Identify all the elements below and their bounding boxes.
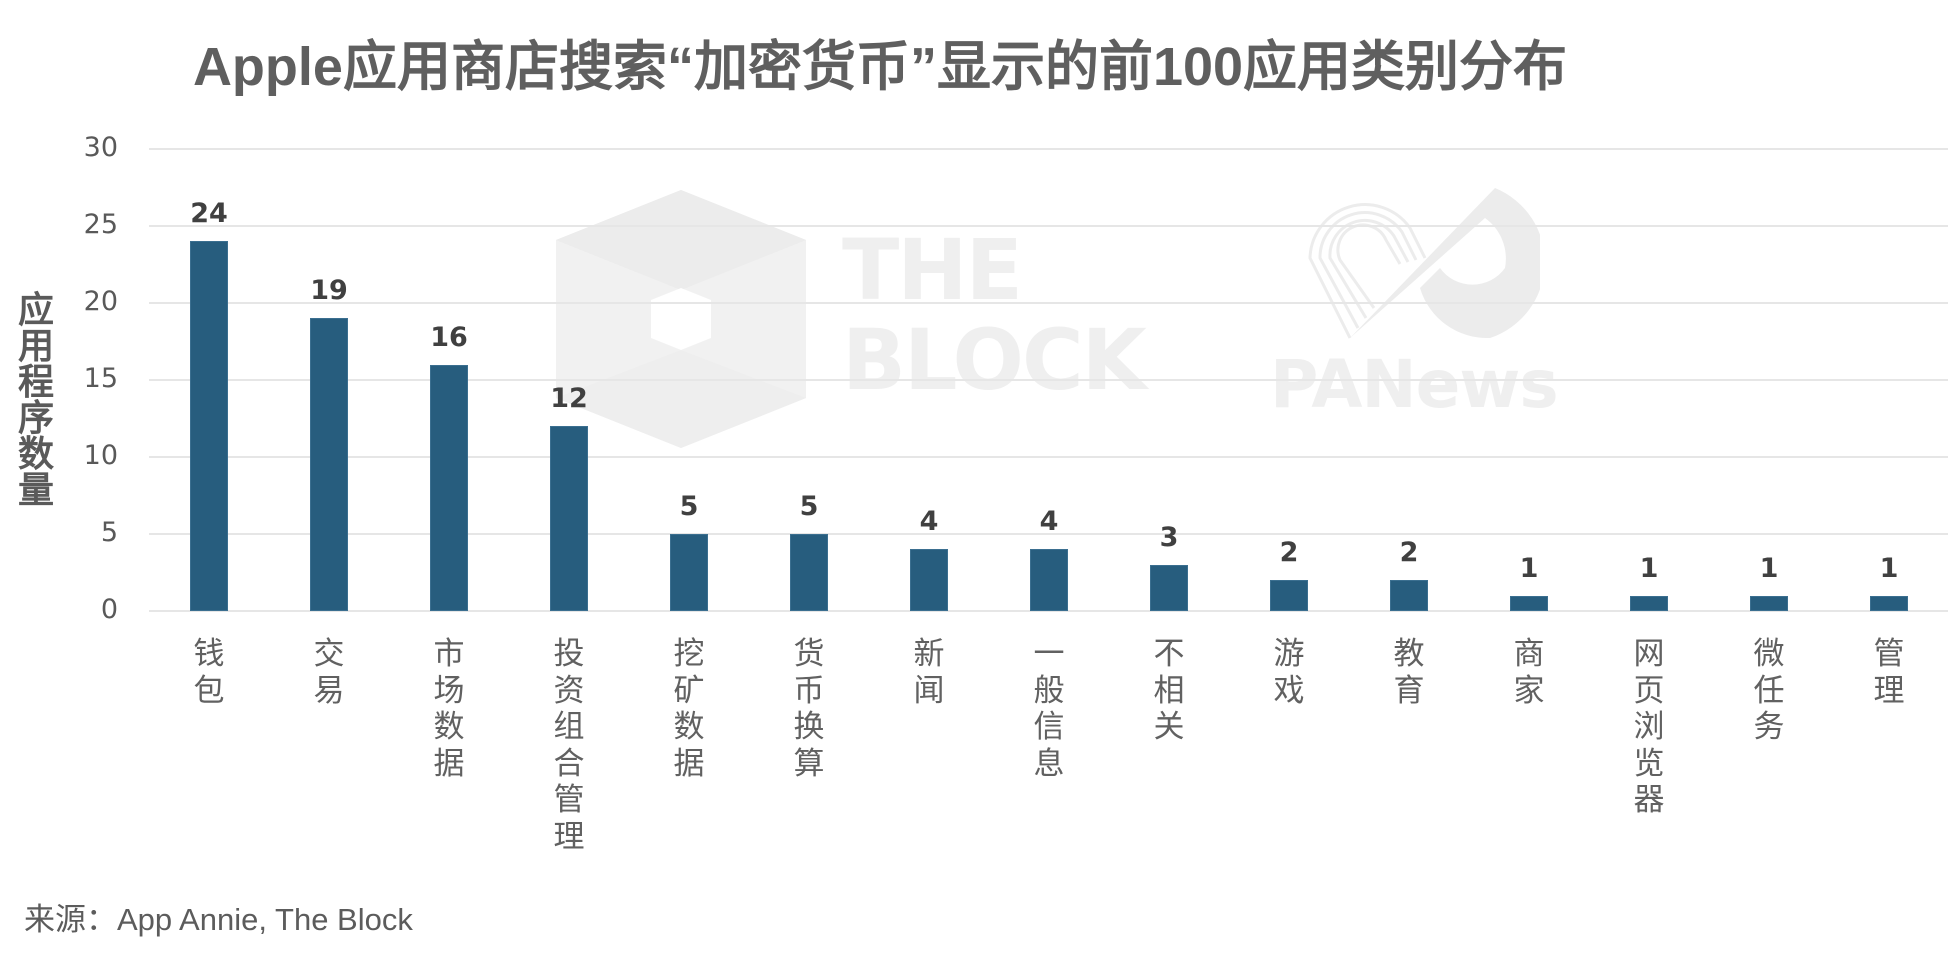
value-label: 12 bbox=[550, 383, 588, 414]
bar-micro-task bbox=[1750, 596, 1788, 611]
bar-web-browser bbox=[1630, 596, 1668, 611]
bar-mining-data bbox=[670, 534, 708, 611]
the-block-logo-icon bbox=[556, 190, 806, 448]
bar-currency-conversion bbox=[790, 534, 828, 611]
gridline-15 bbox=[149, 379, 1948, 381]
bar-general-info bbox=[1030, 549, 1068, 611]
y-axis-label: 应用程序数量 bbox=[17, 289, 54, 510]
bar-education bbox=[1390, 580, 1428, 611]
bar-unrelated bbox=[1150, 565, 1188, 611]
category-label: 挖矿数据 bbox=[673, 636, 705, 781]
category-label: 新闻 bbox=[913, 636, 945, 708]
category-label: 微任务 bbox=[1753, 636, 1785, 744]
panews-watermark: PANews bbox=[1270, 346, 1559, 423]
bar-games bbox=[1270, 580, 1308, 611]
value-label: 5 bbox=[799, 491, 819, 522]
bar-management bbox=[1870, 596, 1908, 611]
gridline-20 bbox=[149, 302, 1948, 304]
value-label: 3 bbox=[1159, 522, 1179, 553]
category-label: 钱包 bbox=[193, 636, 225, 708]
category-label: 一般信息 bbox=[1033, 636, 1065, 781]
value-label: 16 bbox=[430, 322, 468, 353]
the-block-watermark-line2: BLOCK bbox=[842, 311, 1147, 409]
y-tick-10: 10 bbox=[83, 440, 118, 471]
category-label: 商家 bbox=[1513, 636, 1545, 708]
y-tick-5: 5 bbox=[100, 517, 118, 548]
value-label: 2 bbox=[1279, 537, 1299, 568]
the-block-watermark-line1: THE bbox=[842, 221, 1023, 319]
gridline-5 bbox=[149, 533, 1948, 535]
bar-wallet bbox=[190, 241, 228, 611]
bar-portfolio-management bbox=[550, 426, 588, 611]
value-label: 24 bbox=[190, 198, 228, 229]
category-label: 管理 bbox=[1873, 636, 1905, 708]
value-label: 2 bbox=[1399, 537, 1419, 568]
value-label: 4 bbox=[1039, 506, 1059, 537]
value-label: 1 bbox=[1519, 553, 1539, 584]
bar-exchange bbox=[310, 318, 348, 611]
value-label: 5 bbox=[679, 491, 699, 522]
gridline-30 bbox=[149, 148, 1948, 150]
gridline-10 bbox=[149, 456, 1948, 458]
y-tick-30: 30 bbox=[83, 132, 118, 163]
value-label: 1 bbox=[1879, 553, 1899, 584]
value-label: 19 bbox=[310, 275, 348, 306]
gridline-25 bbox=[149, 225, 1948, 227]
category-label: 网页浏览器 bbox=[1633, 636, 1665, 817]
panews-logo-icon bbox=[1308, 188, 1540, 339]
y-tick-20: 20 bbox=[83, 286, 118, 317]
value-label: 1 bbox=[1759, 553, 1779, 584]
source-note: 来源：App Annie, The Block bbox=[24, 902, 413, 937]
category-label: 游戏 bbox=[1273, 636, 1305, 708]
y-tick-15: 15 bbox=[83, 363, 118, 394]
category-label: 教育 bbox=[1393, 636, 1425, 708]
category-label: 不相关 bbox=[1153, 636, 1185, 744]
category-label: 市场数据 bbox=[433, 636, 465, 781]
y-tick-25: 25 bbox=[83, 209, 118, 240]
bar-news bbox=[910, 549, 948, 611]
category-label: 交易 bbox=[313, 636, 345, 708]
category-label: 货币换算 bbox=[793, 636, 825, 781]
x-axis-baseline bbox=[149, 610, 1948, 612]
bar-market-data bbox=[430, 365, 468, 611]
value-label: 1 bbox=[1639, 553, 1659, 584]
category-label: 投资组合管理 bbox=[553, 636, 585, 854]
chart-title: Apple应用商店搜索“加密货币”显示的前100应用类别分布 bbox=[192, 37, 1568, 97]
value-label: 4 bbox=[919, 506, 939, 537]
y-tick-0: 0 bbox=[100, 594, 118, 625]
bar-merchant bbox=[1510, 596, 1548, 611]
